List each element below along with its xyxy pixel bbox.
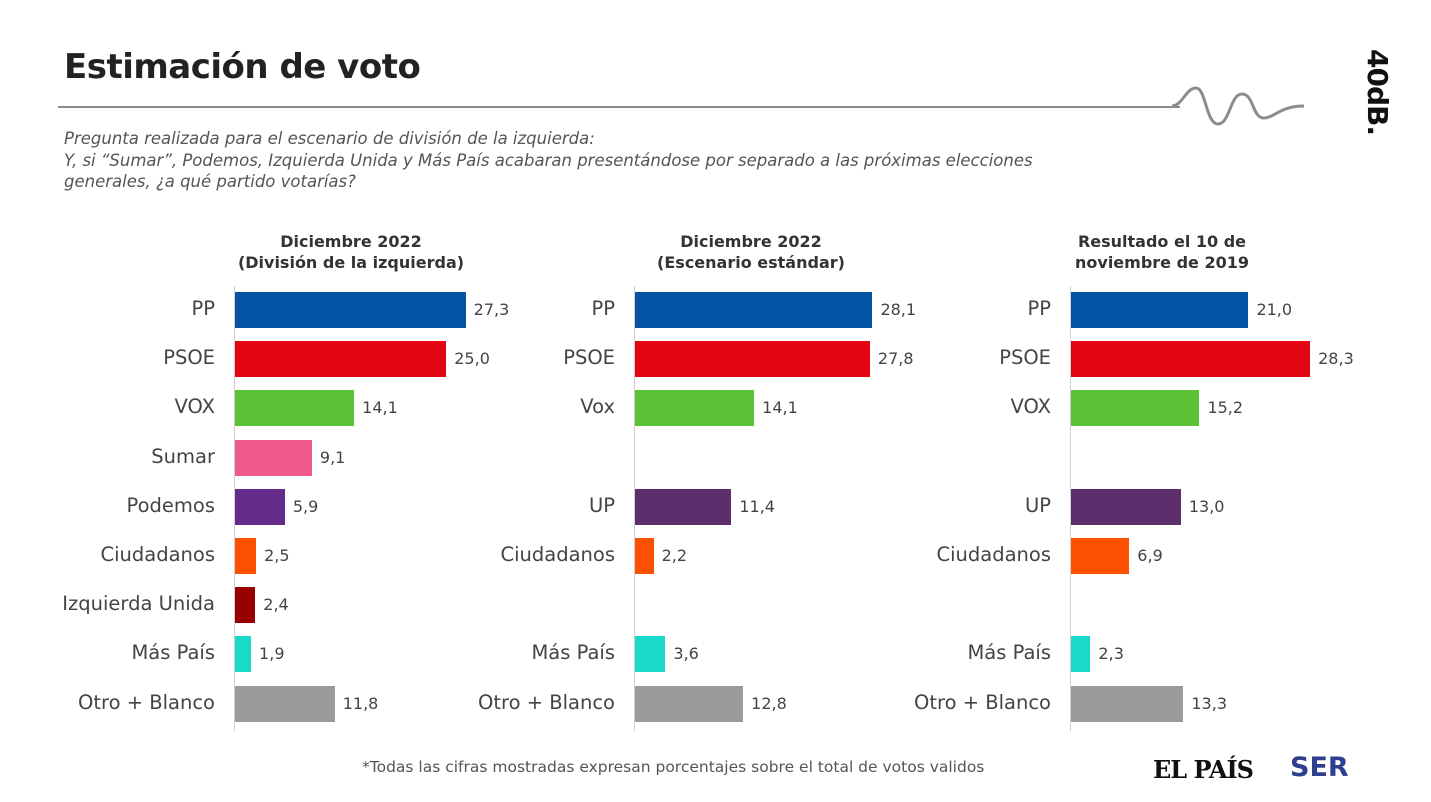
- question-text: Pregunta realizada para el escenario de …: [64, 128, 1164, 193]
- category-label: PP: [191, 297, 215, 320]
- bar: [235, 341, 447, 378]
- bar: [235, 685, 335, 722]
- chart-title: Resultado el 10 de noviembre de 2019: [1012, 231, 1312, 273]
- wave-icon: [1172, 86, 1304, 126]
- title-rule: [58, 106, 1180, 108]
- bar: [635, 390, 755, 427]
- data-label: 25,0: [454, 349, 490, 369]
- category-label: Otro + Blanco: [477, 690, 615, 714]
- bar: [635, 538, 654, 574]
- data-label: 14,1: [362, 398, 398, 418]
- el-pais-logo: EL PAÍS: [1153, 755, 1254, 784]
- category-label: PSOE: [999, 346, 1051, 370]
- chart-title-line: (División de la izquierda): [237, 253, 465, 272]
- data-label: 13,3: [1191, 693, 1227, 713]
- data-label: 13,0: [1188, 496, 1225, 516]
- chart-title: Diciembre 2022 (Escenario estándar): [601, 231, 901, 273]
- bar: [235, 292, 466, 328]
- bar: [1071, 341, 1311, 378]
- category-label: UP: [588, 493, 615, 517]
- data-label: 14,1: [762, 398, 798, 418]
- data-label: 2,2: [661, 546, 688, 565]
- category-label: Otro + Blanco: [77, 690, 215, 714]
- bar: [1071, 390, 1200, 427]
- data-label: 3,6: [673, 644, 699, 664]
- category-label: Izquierda Unida: [62, 592, 215, 616]
- bar: [235, 538, 257, 574]
- data-label: 28,3: [1318, 349, 1354, 369]
- footnote: *Todas las cifras mostradas expresan por…: [362, 758, 985, 776]
- data-label: 27,3: [473, 300, 510, 319]
- data-label: 2,3: [1098, 644, 1124, 664]
- bar: [635, 292, 873, 328]
- category-label: Otro + Blanco: [913, 690, 1051, 714]
- bar: [235, 587, 256, 624]
- category-label: Podemos: [126, 493, 215, 517]
- category-label: Ciudadanos: [936, 543, 1052, 566]
- category-label: Ciudadanos: [500, 543, 616, 566]
- bar: [1071, 685, 1184, 722]
- category-label: VOX: [1010, 395, 1051, 419]
- category-label: PP: [591, 297, 615, 320]
- bar: [1071, 488, 1181, 525]
- chart-title-line: (Escenario estándar): [657, 253, 845, 272]
- data-label: 11,4: [739, 496, 775, 516]
- data-label: 11,8: [342, 693, 379, 713]
- data-label: 12,8: [751, 693, 787, 713]
- chart-title-line: Diciembre 2022: [280, 232, 422, 251]
- question-line: Y, si “Sumar”, Podemos, Izquierda Unida …: [64, 150, 1033, 170]
- category-label: VOX: [174, 395, 215, 419]
- category-label: Ciudadanos: [100, 543, 216, 566]
- data-label: 27,8: [877, 349, 914, 369]
- category-label: PSOE: [163, 346, 215, 370]
- category-label: Vox: [580, 395, 615, 419]
- ser-logo: SER: [1290, 752, 1349, 783]
- data-label: 6,9: [1137, 546, 1163, 565]
- chart-axis: [234, 286, 235, 731]
- bar: [635, 636, 666, 673]
- category-label: PP: [1027, 297, 1051, 320]
- data-label: 9,1: [319, 447, 346, 467]
- chart-title-line: Resultado el 10 de: [1077, 232, 1247, 251]
- data-label: 1,9: [259, 644, 285, 664]
- bar: [635, 685, 744, 722]
- question-line: Pregunta realizada para el escenario de …: [64, 129, 595, 148]
- bar: [1071, 636, 1091, 673]
- chart-title-line: Diciembre 2022: [680, 232, 822, 251]
- bar: [635, 341, 870, 378]
- bar: [235, 439, 312, 476]
- chart-axis: [1070, 286, 1071, 731]
- chart-axis: [634, 286, 635, 731]
- category-label: Más País: [131, 641, 215, 665]
- bar: [235, 390, 355, 427]
- chart-title: Diciembre 2022 (División de la izquierda): [201, 231, 501, 273]
- category-label: UP: [1024, 493, 1051, 517]
- data-label: 2,5: [264, 546, 290, 565]
- bar: [235, 636, 252, 673]
- bar: [635, 488, 732, 525]
- category-label: Sumar: [151, 444, 215, 468]
- category-label: PSOE: [563, 346, 615, 370]
- data-label: 21,0: [1256, 300, 1293, 319]
- data-label: 28,1: [880, 300, 917, 319]
- category-label: Más País: [967, 641, 1051, 665]
- question-line: generales, ¿a qué partido votarías?: [64, 172, 356, 191]
- data-label: 2,4: [263, 595, 289, 615]
- data-label: 5,9: [292, 496, 319, 516]
- category-label: Más País: [531, 641, 615, 665]
- bar: [1071, 538, 1130, 574]
- chart-title-line: noviembre de 2019: [1075, 253, 1249, 272]
- page-title: Estimación de voto: [64, 47, 421, 87]
- data-label: 15,2: [1207, 398, 1244, 418]
- bar: [1071, 292, 1249, 328]
- bar: [235, 488, 285, 525]
